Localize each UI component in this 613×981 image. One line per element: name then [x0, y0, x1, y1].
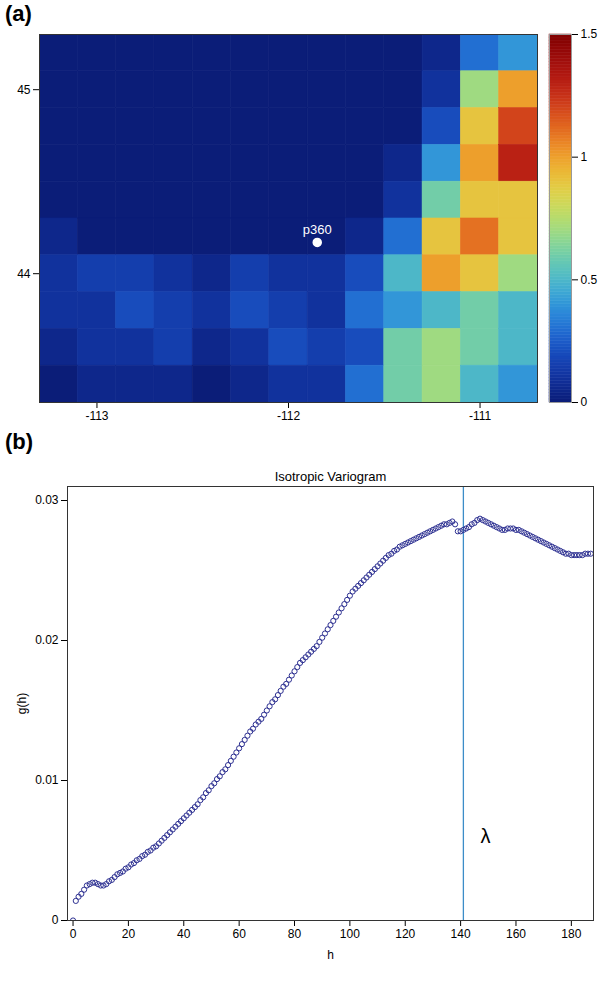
svg-text:100: 100	[340, 927, 360, 941]
html-text:(b): (b)	[5, 429, 34, 454]
svg-text:140: 140	[451, 927, 471, 941]
svg-text:0: 0	[52, 913, 59, 927]
svg-text:44: 44	[17, 267, 31, 281]
svg-text:λ: λ	[481, 825, 491, 847]
svg-text:40: 40	[177, 927, 191, 941]
svg-text:45: 45	[17, 83, 31, 97]
svg-text:120: 120	[395, 927, 415, 941]
svg-text:0.01: 0.01	[35, 773, 59, 787]
svg-text:0.5: 0.5	[581, 273, 598, 287]
svg-text:-111: -111	[469, 409, 492, 423]
svg-text:0.02: 0.02	[35, 633, 59, 647]
svg-text:0: 0	[581, 395, 588, 409]
svg-text:-113: -113	[85, 409, 108, 423]
svg-text:1.5: 1.5	[581, 28, 598, 41]
html-text:(a): (a)	[5, 1, 32, 26]
svg-text:g(h): g(h)	[15, 693, 29, 714]
svg-text:160: 160	[506, 927, 526, 941]
svg-text:20: 20	[122, 927, 136, 941]
svg-text:-112: -112	[277, 409, 300, 423]
svg-text:0: 0	[70, 927, 77, 941]
svg-text:p360: p360	[303, 222, 332, 237]
svg-text:Isotropic Variogram: Isotropic Variogram	[275, 469, 387, 484]
svg-text:0.03: 0.03	[35, 493, 59, 507]
svg-text:60: 60	[232, 927, 246, 941]
svg-text:180: 180	[561, 927, 581, 941]
svg-text:1: 1	[581, 150, 588, 164]
svg-text:h: h	[327, 948, 334, 962]
svg-text:80: 80	[288, 927, 302, 941]
